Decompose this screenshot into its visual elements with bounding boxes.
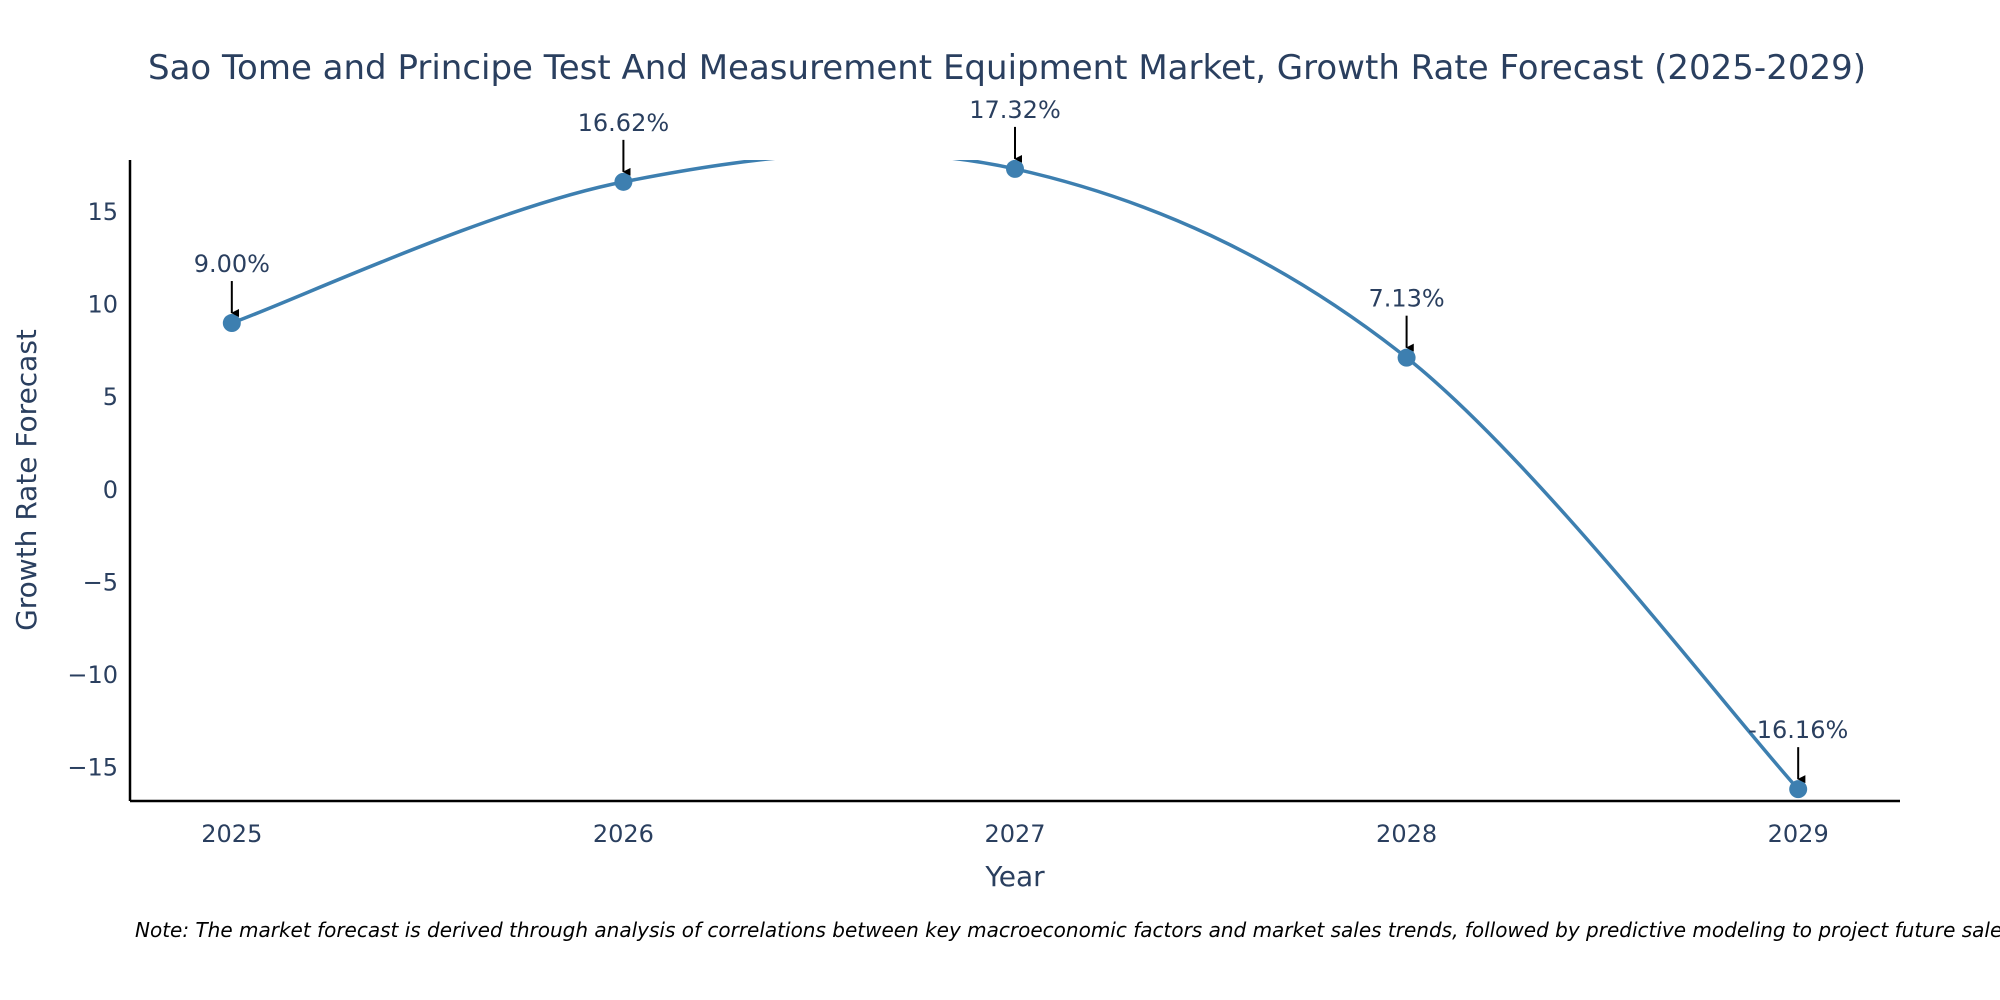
footnote: Note: The market forecast is derived thr… xyxy=(135,918,2000,942)
data-label: -16.16% xyxy=(1748,716,1848,744)
data-point xyxy=(1006,159,1024,178)
data-point xyxy=(1789,780,1808,799)
data-label: 7.13% xyxy=(1368,285,1444,313)
y-axis-ticks: 15 10 5 0 −5 −10 −15 xyxy=(67,198,118,782)
data-annotations: 9.00% 16.62% 17.32% 7.13% -16.16% xyxy=(194,96,1848,784)
y-tick-label: 10 xyxy=(87,291,118,319)
x-tick-label: 2026 xyxy=(593,820,654,848)
data-point xyxy=(1397,348,1416,367)
y-tick-label: 15 xyxy=(87,198,118,226)
y-tick-label: −5 xyxy=(83,568,118,596)
data-point xyxy=(614,172,633,191)
x-tick-label: 2028 xyxy=(1376,820,1437,848)
y-tick-label: −15 xyxy=(67,754,118,782)
x-axis-ticks: 2025 2026 2027 2028 2029 xyxy=(201,820,1828,848)
x-tick-label: 2027 xyxy=(984,820,1045,848)
x-tick-label: 2029 xyxy=(1768,820,1829,848)
data-point xyxy=(222,314,241,333)
data-label: 9.00% xyxy=(194,250,270,278)
y-tick-label: −10 xyxy=(67,661,118,689)
data-label: 16.62% xyxy=(578,109,670,137)
x-tick-label: 2025 xyxy=(201,820,262,848)
data-points xyxy=(222,159,1808,799)
y-axis-title: Growth Rate Forecast xyxy=(10,329,43,631)
y-tick-label: 5 xyxy=(103,383,118,411)
y-tick-label: 0 xyxy=(103,476,118,504)
series-line xyxy=(231,160,1800,791)
data-label: 17.32% xyxy=(969,96,1061,124)
x-axis-title: Year xyxy=(984,860,1045,893)
chart-title: Sao Tome and Principe Test And Measureme… xyxy=(148,48,1866,88)
